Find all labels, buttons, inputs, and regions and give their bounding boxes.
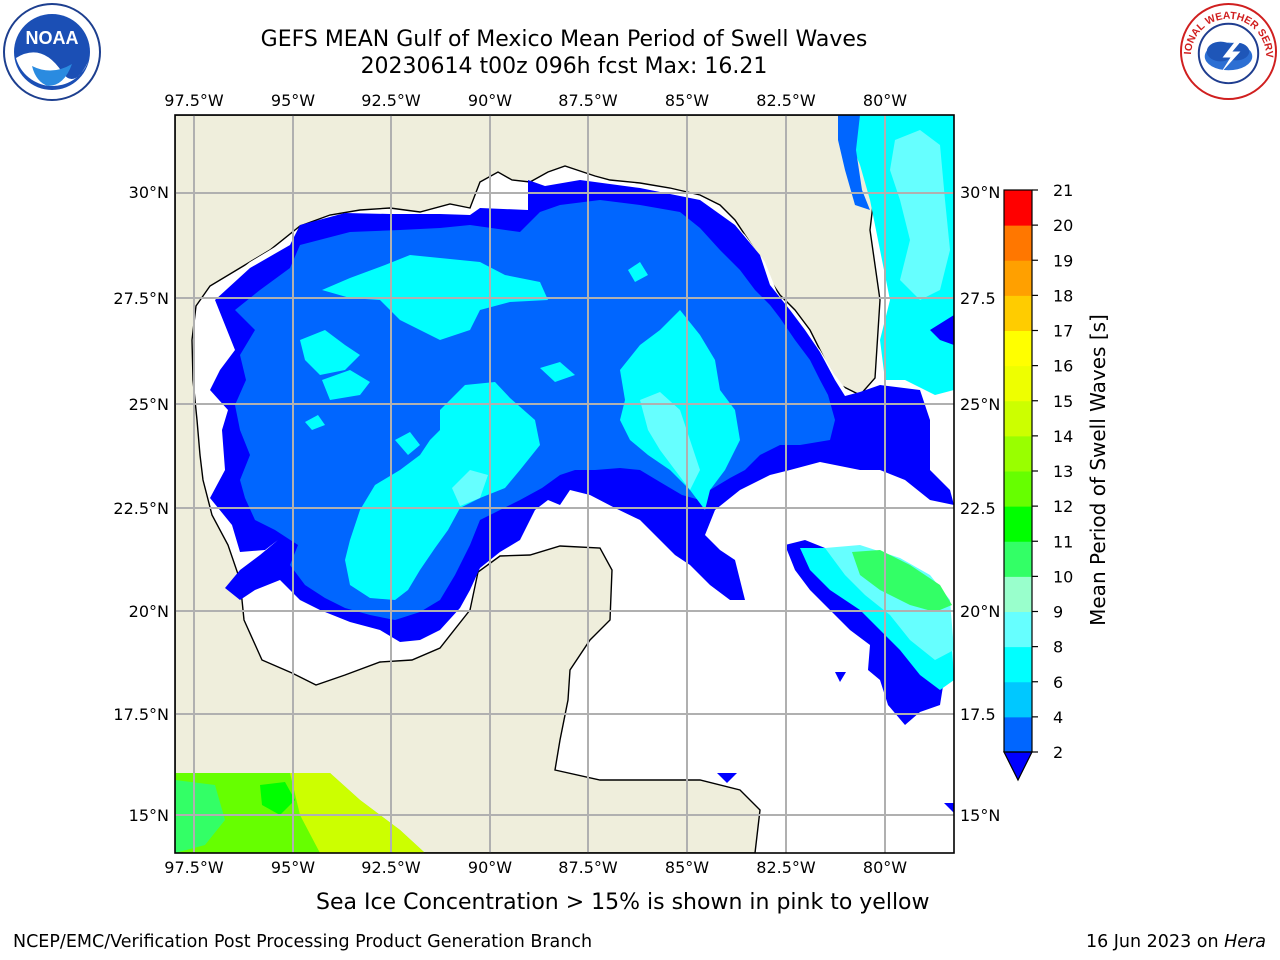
colorbar-tick-label: 16: [1053, 357, 1073, 376]
lat-label-right: 30°N: [960, 183, 1000, 202]
lat-label-left: 17.5°N: [113, 705, 169, 724]
colorbar-segment: [1004, 506, 1032, 542]
swell-region-atlantic-light: [890, 130, 950, 300]
lon-label-top: 82.5°W: [756, 91, 816, 110]
colorbar-tick-label: 19: [1053, 251, 1073, 270]
swell-region-caribbean-blue: [785, 540, 944, 725]
swell-region-atlantic-blue: [838, 115, 870, 210]
lon-label-top: 90°W: [468, 91, 512, 110]
noaa-logo: NOAA: [3, 3, 101, 101]
swell-region-cyan-2: [300, 330, 360, 375]
colorbar-segment: [1004, 646, 1032, 683]
swell-region-light-cyan-2: [452, 470, 488, 506]
lon-label-bottom: 87.5°W: [558, 858, 618, 877]
swell-region-cyan-8: [628, 262, 648, 282]
lon-label-bottom: 92.5°W: [361, 858, 421, 877]
lon-label-bottom: 97.5°W: [164, 858, 224, 877]
lon-label-top: 80°W: [863, 91, 907, 110]
lon-label-top: 85°W: [665, 91, 709, 110]
colorbar-segment: [1004, 471, 1032, 507]
colorbar-segment: [1004, 400, 1032, 437]
lat-label-left: 30°N: [129, 183, 169, 202]
lat-label-right: 15°N: [960, 806, 1000, 825]
lon-label-top: 92.5°W: [361, 91, 421, 110]
colorbar-segment: [1004, 541, 1032, 577]
nws-logo: NATIONAL WEATHER SERVICE: [1179, 2, 1278, 101]
colorbar-tick-label: 17: [1053, 322, 1073, 341]
colorbar-tick-label: 4: [1053, 708, 1063, 727]
colorbar-segment: [1004, 611, 1032, 648]
colorbar-extend-arrow: [1003, 751, 1033, 782]
swell-region-light-cyan-1: [640, 392, 700, 490]
swell-region-caribbean-small-3: [835, 672, 846, 682]
colorbar-segment: [1004, 190, 1032, 226]
colorbar-segment: [1004, 260, 1032, 296]
colorbar-tick-label: 15: [1053, 392, 1073, 411]
colorbar-segment: [1004, 716, 1032, 753]
swell-region-atlantic-deep: [930, 315, 954, 345]
organization-credit: NCEP/EMC/Verification Post Processing Pr…: [13, 932, 593, 952]
lon-label-bottom: 85°W: [665, 858, 709, 877]
lon-label-top: 95°W: [271, 91, 315, 110]
generation-date: 16 Jun 2023 on Hera: [1086, 932, 1266, 952]
lat-label-right: 17.5: [960, 705, 996, 724]
colorbar-segment: [1004, 365, 1032, 402]
map-frame: [174, 114, 955, 854]
lon-label-top: 87.5°W: [558, 91, 618, 110]
colorbar-segment: [1004, 681, 1032, 718]
lon-label-top: 97.5°W: [164, 91, 224, 110]
colorbar-tick-label: 20: [1053, 216, 1073, 235]
swell-region-cyan-4: [345, 382, 540, 600]
swell-region-caribbean-small-1: [717, 773, 737, 783]
graticule: [175, 115, 954, 853]
colorbar-tick-label: 14: [1053, 427, 1073, 446]
map-subtitle: 20230614 t00z 096h fcst Max: 16.21: [360, 54, 768, 79]
colorbar-tick-label: 8: [1053, 638, 1063, 657]
host-name: Hera: [1224, 932, 1266, 952]
lon-label-bottom: 95°W: [271, 858, 315, 877]
swell-region-pacific-dark-green: [175, 780, 225, 853]
lon-label-bottom: 82.5°W: [756, 858, 816, 877]
lat-label-right: 22.5: [960, 499, 996, 518]
colorbar-segment: [1004, 576, 1032, 612]
colorbar: 2 4 6 8 9 10 11 12 13 14 15 16 17 18 19 20 21: [1003, 181, 1073, 782]
colorbar-tick-label: 21: [1053, 181, 1073, 200]
lat-label-left: 15°N: [129, 806, 169, 825]
generation-date-text: 16 Jun 2023 on: [1085, 932, 1225, 952]
swell-region-cyan-9: [540, 362, 575, 382]
lat-label-right: 25°N: [960, 395, 1000, 414]
noaa-logo-text: NOAA: [26, 28, 79, 48]
sea-ice-note: Sea Ice Concentration > 15% is shown in …: [316, 890, 930, 915]
lon-label-bottom: 80°W: [863, 858, 907, 877]
colorbar-label: Mean Period of Swell Waves [s]: [1086, 314, 1110, 626]
map-title: GEFS MEAN Gulf of Mexico Mean Period of …: [260, 27, 868, 52]
colorbar-tick-label: 18: [1053, 286, 1073, 305]
swell-fill-layer: [175, 115, 954, 853]
colorbar-segment: [1004, 330, 1032, 367]
lat-label-right: 20°N: [960, 602, 1000, 621]
lat-label-left: 20°N: [129, 602, 169, 621]
colorbar-segment: [1004, 295, 1032, 331]
colorbar-tick-label: 13: [1053, 462, 1073, 481]
lat-label-left: 22.5°N: [113, 499, 169, 518]
colorbar-tick-label: 10: [1053, 567, 1073, 586]
lon-label-bottom: 90°W: [468, 858, 512, 877]
lat-label-right: 27.5: [960, 289, 996, 308]
colorbar-tick-label: 2: [1053, 743, 1063, 762]
swell-region-cyan-7: [305, 415, 325, 430]
colorbar-tick-label: 6: [1053, 673, 1063, 692]
swell-region-cyan-3: [322, 370, 370, 400]
colorbar-segment: [1004, 225, 1032, 261]
colorbar-segment: [1004, 435, 1032, 472]
lat-label-left: 25°N: [129, 395, 169, 414]
swell-region-caribbean-small-2: [944, 803, 954, 813]
swell-region-cyan-6: [395, 432, 420, 455]
colorbar-tick-label: 12: [1053, 497, 1073, 516]
colorbar-tick-label: 11: [1053, 532, 1073, 551]
swell-region-caribbean-green: [852, 550, 952, 612]
lat-label-left: 27.5°N: [113, 289, 169, 308]
swell-region-pacific-bright-green: [260, 782, 295, 815]
colorbar-tick-label: 9: [1053, 603, 1063, 622]
